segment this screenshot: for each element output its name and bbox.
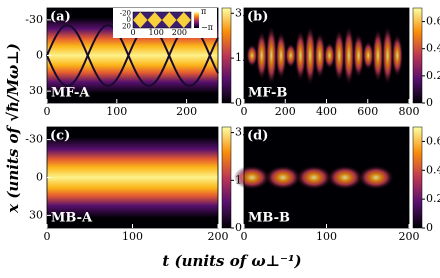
x-tick-label: 400 [316, 105, 337, 118]
heatmap-blob [285, 42, 297, 69]
colorbar-tick-label: 0.6 [426, 15, 440, 28]
heatmap-blob [357, 165, 395, 190]
panel-annotation: MF-B [248, 86, 287, 101]
inset-colorbar-label: −π [201, 23, 213, 32]
colorbar [412, 126, 423, 229]
colorbar-tick-label: 0.4 [426, 42, 440, 55]
colorbar [412, 7, 423, 104]
panel-label: (a) [50, 10, 71, 25]
inset-y-tick-label: 0 [127, 16, 131, 24]
colorbar-tick-label: 0.4 [426, 163, 440, 176]
colorbar [221, 7, 232, 104]
heatmap-blob [333, 29, 345, 82]
x-tick-label: 100 [316, 230, 337, 243]
heatmap-blob [264, 165, 302, 190]
heatmap-blob [256, 30, 268, 81]
panel-annotation: MF-A [51, 86, 90, 101]
colorbar-tick-label: 0.2 [426, 69, 440, 82]
y-tick-label: 0 [36, 49, 43, 62]
x-tick-label: 200 [399, 230, 420, 243]
inset-colorbar [194, 12, 199, 28]
heatmap-blob [294, 29, 307, 82]
inset-x-tick-label: 0 [130, 28, 135, 37]
x-tick-label: 200 [208, 230, 229, 243]
heatmap-blob [304, 25, 316, 86]
inset-x-tick-label: 100 [149, 28, 164, 37]
panel-annotation: MB-A [51, 211, 93, 226]
heatmap-blob [381, 25, 394, 86]
heatmap-blob [362, 40, 374, 71]
y-tick-label: 30 [29, 208, 43, 221]
x-axis-label: t (units of ω⊥⁻¹) [162, 252, 301, 270]
colorbar-tick-label: 0 [426, 221, 433, 234]
x-tick-label: 200 [176, 105, 197, 118]
x-tick-label: 100 [106, 105, 127, 118]
x-tick-label: 0 [241, 105, 248, 118]
inset-y-tick-label: 20 [122, 22, 131, 30]
heatmap-blob [314, 32, 326, 79]
x-tick-label: 0 [44, 105, 51, 118]
x-tick-label: 0 [241, 230, 248, 243]
x-tick-label: 600 [357, 105, 378, 118]
colorbar-tick-label: 0 [235, 96, 242, 109]
colorbar-tick-label: 0.6 [426, 134, 440, 147]
heatmap-blob [372, 28, 384, 83]
y-tick-label: 0 [36, 171, 43, 184]
panel-label: (d) [247, 129, 268, 144]
heatmap-blob [246, 44, 258, 67]
heatmap-blob [391, 33, 403, 78]
panel-label: (c) [50, 129, 70, 144]
heatmap-blob [343, 25, 355, 86]
y-axis-label: x (units of √ħ/Mω⊥) [4, 43, 22, 214]
panel-label: (b) [247, 10, 268, 25]
heatmap-blob [265, 25, 278, 86]
x-tick-label: 800 [399, 105, 420, 118]
y-tick-label: -30 [25, 133, 43, 146]
colorbar-tick-label: 0 [235, 221, 242, 234]
inset-colorbar-label: π [201, 7, 206, 16]
y-tick-label: -30 [25, 13, 43, 26]
y-tick-label: 30 [29, 84, 43, 97]
soliton-trace [46, 24, 219, 87]
inset-pattern [133, 12, 148, 28]
inset-y-tick-label: -20 [120, 10, 131, 18]
colorbar-tick-label: 0 [426, 96, 433, 109]
heatmap-blob [233, 165, 271, 190]
heatmap-blob [326, 165, 364, 190]
inset-x-tick-label: 200 [172, 28, 187, 37]
x-tick-label: 200 [275, 105, 296, 118]
inset-pattern [176, 12, 191, 28]
panel-annotation: MB-B [248, 211, 290, 226]
heatmap-band [47, 127, 218, 228]
x-tick-label: 100 [122, 230, 143, 243]
heatmap-blob [323, 41, 336, 70]
colorbar-tick-label: 0.2 [426, 192, 440, 205]
x-tick-label: 0 [44, 230, 51, 243]
inset-pattern [147, 12, 162, 28]
colorbar [221, 126, 232, 229]
heatmap-blob [295, 165, 333, 190]
heatmap-blob [275, 31, 287, 80]
heatmap-blob [352, 32, 365, 79]
inset-pattern [162, 12, 177, 28]
